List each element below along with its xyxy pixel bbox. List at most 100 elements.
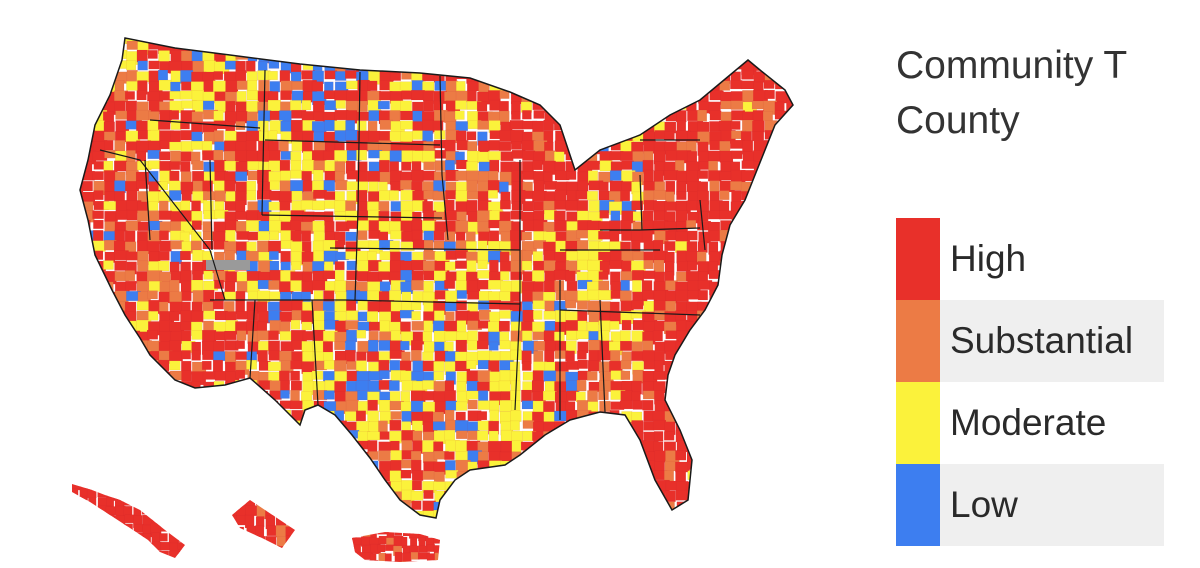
county-cell [72, 514, 83, 525]
county-cell [169, 311, 180, 322]
county-cell [630, 40, 643, 52]
county-cell [301, 321, 313, 331]
county-cell [742, 400, 753, 415]
county-cell [181, 291, 192, 302]
county-cell [294, 525, 295, 537]
county-cell [411, 311, 421, 321]
county-cell [476, 510, 491, 518]
county-cell [300, 490, 315, 502]
map-canvas [61, 37, 811, 562]
county-cell [115, 411, 130, 423]
county-cell [81, 431, 92, 443]
county-cell [478, 309, 492, 321]
county-cell [609, 260, 624, 270]
county-cell [532, 471, 547, 484]
county-cell [444, 111, 457, 123]
county-cell [301, 230, 312, 242]
county-cell [401, 511, 416, 518]
county-cell [543, 501, 560, 512]
county-cell [258, 459, 273, 472]
county-cell [247, 420, 260, 435]
county-cell [498, 320, 510, 332]
county-cell [245, 505, 259, 517]
county-cell [126, 410, 141, 423]
county-cell [115, 331, 130, 343]
legend-item-low: Low [896, 464, 1164, 546]
legend: Community T County High Substantial Moder… [896, 38, 1200, 558]
county-cell [654, 271, 665, 283]
county-cell [740, 239, 753, 254]
county-cell [742, 441, 757, 452]
county-cell [687, 260, 698, 271]
county-cell [192, 490, 205, 501]
county-cell [80, 251, 91, 263]
county-cell [742, 290, 757, 303]
county-cell [555, 441, 567, 454]
county-cell [796, 372, 809, 386]
county-cell [445, 190, 456, 200]
county-cell [731, 339, 748, 350]
county-cell [798, 81, 808, 92]
county-cell [708, 391, 721, 403]
county-cell [159, 491, 175, 502]
county-cell [697, 121, 710, 133]
county-cell [676, 81, 689, 96]
county-cell [80, 470, 81, 484]
county-cell [775, 370, 787, 381]
county-cell [115, 361, 128, 370]
county-cell [576, 210, 589, 222]
county-cell [296, 516, 306, 524]
county-cell [798, 442, 808, 455]
county-cell [520, 471, 536, 486]
county-cell [224, 501, 240, 512]
county-cell [731, 289, 744, 305]
county-cell [445, 271, 458, 281]
county-cell [269, 501, 282, 514]
county-cell [798, 220, 811, 233]
county-cell [426, 561, 438, 562]
us-outline [79, 37, 794, 519]
county-cell [311, 121, 327, 133]
county-cell [61, 478, 70, 488]
county-cell [334, 511, 347, 518]
county-cell [290, 41, 300, 56]
county-cell [741, 411, 757, 421]
county-cell [357, 41, 368, 55]
county-cell [709, 420, 724, 432]
county-cell [225, 421, 236, 432]
county-cell [764, 490, 777, 504]
county-cell [697, 59, 708, 71]
county-cell [652, 330, 663, 342]
county-cell [411, 470, 424, 481]
county-cell [158, 120, 171, 130]
county-cell [102, 340, 118, 351]
county-cell [170, 501, 181, 514]
county-cell [434, 130, 446, 140]
county-cell [290, 271, 305, 282]
county-cell [796, 451, 805, 461]
county-cell [476, 101, 488, 112]
county-cell [213, 461, 224, 473]
county-cell [555, 340, 568, 352]
county-cell [785, 220, 793, 235]
county-cell [798, 271, 810, 282]
county-cell [201, 441, 215, 453]
county-cell [257, 260, 272, 273]
county-cell [763, 38, 778, 40]
county-cell [742, 330, 756, 344]
county-cell [774, 200, 785, 215]
county-cell [147, 410, 159, 425]
county-cell [268, 440, 282, 450]
county-cell [774, 159, 788, 170]
county-cell [730, 280, 742, 293]
county-cell [191, 500, 205, 513]
county-cell [796, 381, 808, 390]
county-cell [499, 522, 510, 534]
county-cell [385, 561, 396, 562]
county-cell [313, 320, 326, 332]
county-cell [598, 38, 609, 40]
county-cell [213, 491, 227, 504]
county-cell [115, 340, 130, 355]
county-cell [367, 480, 382, 490]
county-cell [148, 60, 160, 70]
